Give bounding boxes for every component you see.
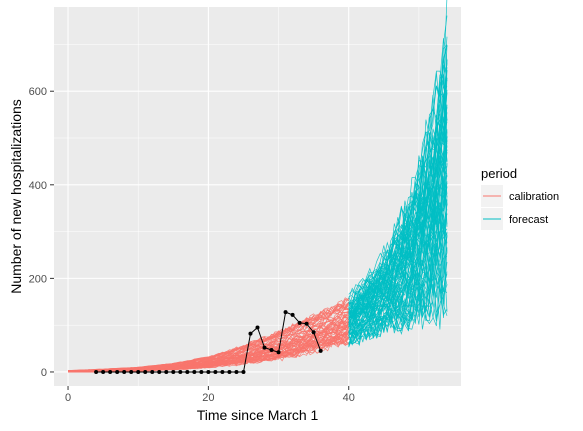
y-tick-labels: 0 200 400 600 (29, 86, 47, 379)
observed-point (311, 330, 316, 335)
forecast-trajectory (348, 272, 448, 344)
forecast-trajectory (348, 213, 448, 335)
axis-ticks (50, 90, 350, 390)
y-tick-label: 0 (41, 367, 47, 379)
forecast-trajectory (348, 203, 448, 337)
forecast-trajectory (348, 235, 448, 347)
observed-point (115, 369, 120, 374)
legend: period calibration forecast (481, 166, 559, 230)
observed-point (227, 369, 232, 374)
observed-point (192, 369, 197, 374)
forecast-trajectory (348, 44, 448, 306)
x-axis-title: Time since March 1 (197, 407, 319, 423)
observed-point (241, 369, 246, 374)
observed-point (297, 320, 302, 325)
observed-point (283, 310, 288, 315)
observed-point (248, 331, 253, 336)
observed-point (220, 369, 225, 374)
forecast-lines (348, 0, 448, 348)
x-tick-labels: 0 20 40 (65, 392, 355, 404)
legend-label: forecast (509, 214, 548, 226)
observed-point (94, 369, 99, 374)
observed-point (101, 369, 106, 374)
observed-point (122, 369, 127, 374)
observed-point (234, 369, 239, 374)
y-axis-title: Number of new hospitalizations (8, 99, 24, 294)
forecast-trajectory (348, 181, 448, 319)
forecast-trajectory (348, 70, 448, 318)
forecast-trajectory (348, 221, 448, 330)
observed-point (143, 369, 148, 374)
plot-panel (54, 0, 461, 386)
observed-point (269, 347, 274, 352)
observed-point (185, 369, 190, 374)
y-tick-label: 200 (29, 273, 47, 285)
observed-point (318, 348, 323, 353)
observed-point (171, 369, 176, 374)
observed-point (178, 369, 183, 374)
observed-point (276, 350, 281, 355)
observed-point (199, 369, 204, 374)
legend-title: period (481, 166, 517, 181)
x-tick-label: 20 (202, 392, 214, 404)
observed-point (304, 321, 309, 326)
calibration-trajectory (68, 305, 349, 372)
observed-point (164, 369, 169, 374)
forecast-trajectory (348, 261, 448, 338)
forecast-trajectory (348, 216, 448, 335)
forecast-trajectory (348, 159, 448, 328)
legend-label: calibration (509, 191, 559, 203)
y-tick-label: 400 (29, 180, 47, 192)
observed-point (108, 369, 113, 374)
calibration-trajectory (67, 318, 349, 372)
x-tick-label: 0 (65, 392, 71, 404)
forecast-trajectory (348, 236, 448, 346)
x-tick-label: 40 (343, 392, 355, 404)
forecast-trajectory (348, 270, 448, 347)
observed-point (157, 369, 162, 374)
forecast-trajectory (348, 160, 448, 325)
observed-point (213, 369, 218, 374)
observed-point (129, 369, 134, 374)
observed-point (150, 369, 155, 374)
forecast-trajectory (348, 89, 448, 315)
y-tick-label: 600 (29, 86, 47, 98)
observed-point (255, 325, 260, 330)
calibration-lines (67, 297, 350, 373)
calibration-trajectory (67, 331, 349, 373)
observed-point (290, 312, 295, 317)
forecast-trajectory (348, 155, 448, 327)
observed-series (94, 310, 323, 374)
calibration-trajectory (67, 298, 349, 371)
observed-point (206, 369, 211, 374)
legend-entries: calibration forecast (481, 185, 559, 230)
observed-point (136, 369, 141, 374)
observed-point (262, 345, 267, 350)
